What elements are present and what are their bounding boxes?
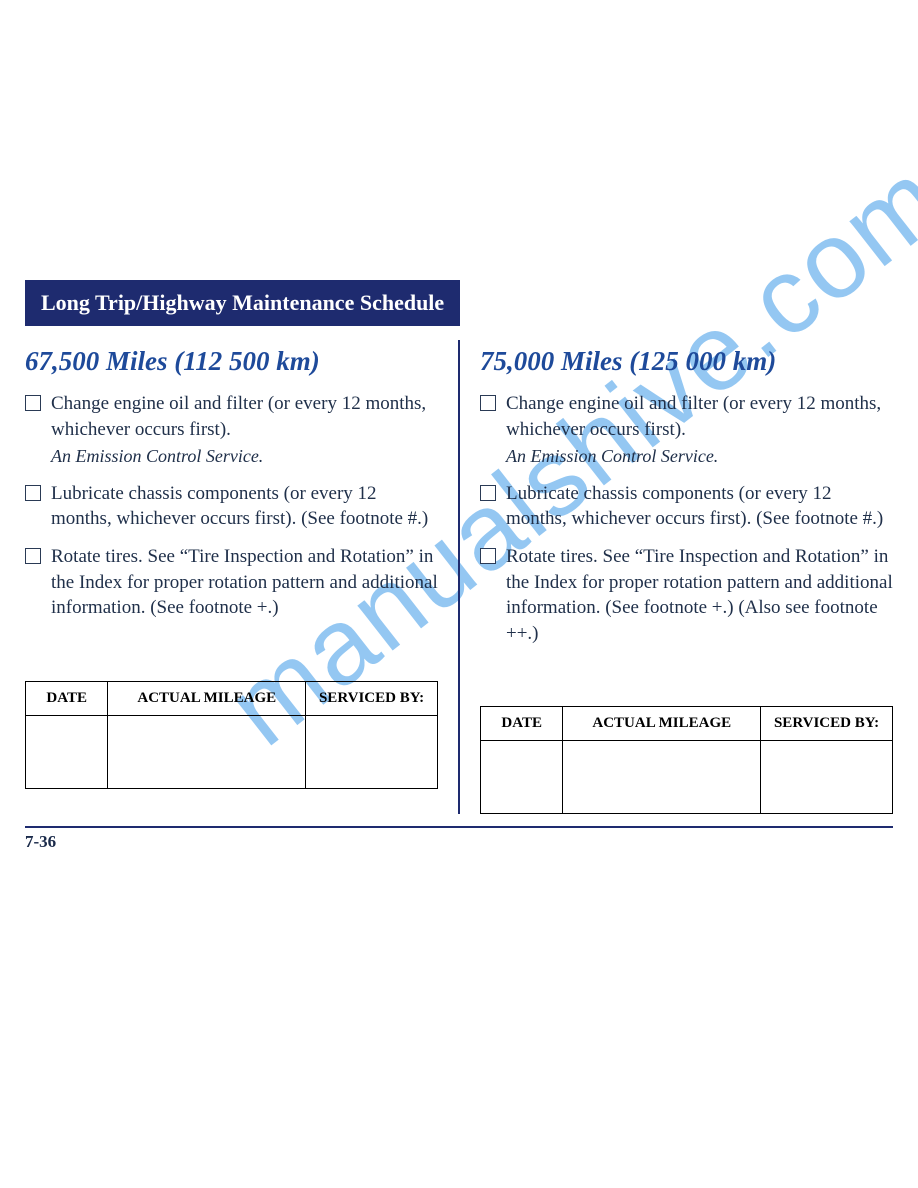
checkbox-icon[interactable]	[25, 395, 41, 411]
checklist-text: Rotate tires. See “Tire Inspection and R…	[51, 544, 438, 621]
checkbox-icon[interactable]	[480, 395, 496, 411]
right-checklist: Change engine oil and filter (or every 1…	[480, 391, 893, 646]
table-row	[26, 715, 438, 788]
col-header-serviced: SERVICED BY:	[306, 681, 438, 715]
checklist-item: Rotate tires. See “Tire Inspection and R…	[480, 544, 893, 647]
checklist-text: Rotate tires. See “Tire Inspection and R…	[506, 544, 893, 647]
left-miles-heading: 67,500 Miles (112 500 km)	[25, 346, 438, 377]
col-header-mileage: ACTUAL MILEAGE	[108, 681, 306, 715]
checklist-text: Change engine oil and filter (or every 1…	[506, 391, 893, 469]
right-column: 75,000 Miles (125 000 km) Change engine …	[458, 340, 893, 814]
cell-serviced[interactable]	[761, 741, 893, 814]
cell-serviced[interactable]	[306, 715, 438, 788]
checkbox-icon[interactable]	[25, 548, 41, 564]
checklist-item: Rotate tires. See “Tire Inspection and R…	[25, 544, 438, 621]
col-header-mileage: ACTUAL MILEAGE	[563, 707, 761, 741]
section-header: Long Trip/Highway Maintenance Schedule	[25, 280, 460, 326]
checklist-item: Lubricate chassis components (or every 1…	[25, 481, 438, 532]
col-header-date: DATE	[481, 707, 563, 741]
left-record-table: DATE ACTUAL MILEAGE SERVICED BY:	[25, 681, 438, 789]
col-header-serviced: SERVICED BY:	[761, 707, 893, 741]
checkbox-icon[interactable]	[25, 485, 41, 501]
cell-mileage[interactable]	[108, 715, 306, 788]
page-number: 7-36	[25, 826, 893, 852]
checkbox-icon[interactable]	[480, 548, 496, 564]
checklist-item: Change engine oil and filter (or every 1…	[480, 391, 893, 469]
col-header-date: DATE	[26, 681, 108, 715]
item-subtext: An Emission Control Service.	[51, 444, 438, 468]
checklist-text: Lubricate chassis components (or every 1…	[51, 481, 438, 532]
table-header-row: DATE ACTUAL MILEAGE SERVICED BY:	[481, 707, 893, 741]
right-miles-heading: 75,000 Miles (125 000 km)	[480, 346, 893, 377]
right-record-table: DATE ACTUAL MILEAGE SERVICED BY:	[480, 706, 893, 814]
checklist-text: Lubricate chassis components (or every 1…	[506, 481, 893, 532]
item-subtext: An Emission Control Service.	[506, 444, 893, 468]
table-row	[481, 741, 893, 814]
table-header-row: DATE ACTUAL MILEAGE SERVICED BY:	[26, 681, 438, 715]
cell-date[interactable]	[26, 715, 108, 788]
cell-date[interactable]	[481, 741, 563, 814]
page-content: Long Trip/Highway Maintenance Schedule 6…	[25, 280, 893, 852]
item-text: Change engine oil and filter (or every 1…	[51, 393, 426, 440]
two-column-layout: 67,500 Miles (112 500 km) Change engine …	[25, 340, 893, 814]
checkbox-icon[interactable]	[480, 485, 496, 501]
cell-mileage[interactable]	[563, 741, 761, 814]
left-checklist: Change engine oil and filter (or every 1…	[25, 391, 438, 621]
checklist-item: Lubricate chassis components (or every 1…	[480, 481, 893, 532]
checklist-text: Change engine oil and filter (or every 1…	[51, 391, 438, 469]
checklist-item: Change engine oil and filter (or every 1…	[25, 391, 438, 469]
left-column: 67,500 Miles (112 500 km) Change engine …	[25, 340, 458, 814]
item-text: Change engine oil and filter (or every 1…	[506, 393, 881, 440]
